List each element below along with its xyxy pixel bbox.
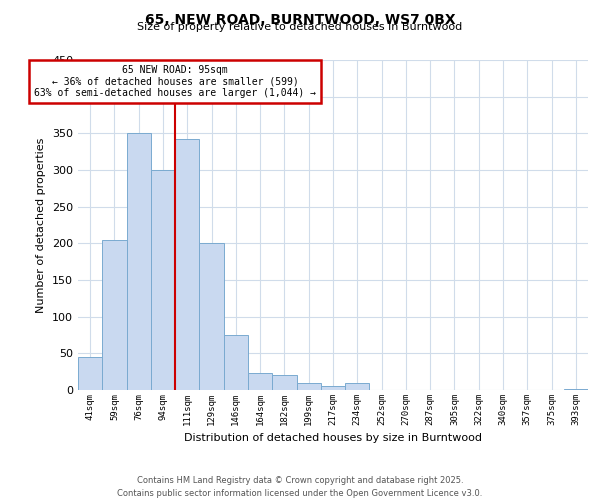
Bar xyxy=(248,373,272,390)
Bar xyxy=(102,240,127,390)
Bar xyxy=(321,386,345,390)
Text: Contains HM Land Registry data © Crown copyright and database right 2025.
Contai: Contains HM Land Registry data © Crown c… xyxy=(118,476,482,498)
Text: 65 NEW ROAD: 95sqm
← 36% of detached houses are smaller (599)
63% of semi-detach: 65 NEW ROAD: 95sqm ← 36% of detached hou… xyxy=(34,65,316,98)
Bar xyxy=(224,335,248,390)
Bar xyxy=(345,382,370,390)
X-axis label: Distribution of detached houses by size in Burntwood: Distribution of detached houses by size … xyxy=(184,434,482,444)
Bar xyxy=(296,382,321,390)
Bar xyxy=(78,357,102,390)
Bar xyxy=(175,139,199,390)
Bar xyxy=(127,134,151,390)
Bar xyxy=(199,244,224,390)
Text: 65, NEW ROAD, BURNTWOOD, WS7 0BX: 65, NEW ROAD, BURNTWOOD, WS7 0BX xyxy=(145,12,455,26)
Text: Size of property relative to detached houses in Burntwood: Size of property relative to detached ho… xyxy=(137,22,463,32)
Bar xyxy=(151,170,175,390)
Bar xyxy=(272,376,296,390)
Y-axis label: Number of detached properties: Number of detached properties xyxy=(37,138,46,312)
